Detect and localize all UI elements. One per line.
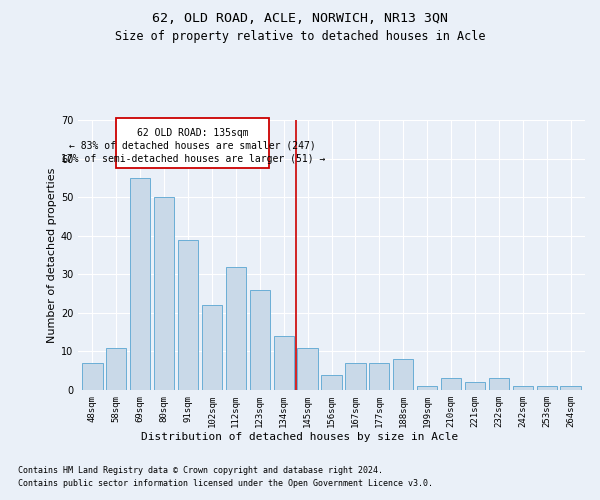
Bar [512,386,533,390]
Bar [345,363,365,390]
Bar [393,359,413,390]
Bar [465,382,485,390]
Bar [417,386,437,390]
Bar [226,266,246,390]
Text: ← 83% of detached houses are smaller (247): ← 83% of detached houses are smaller (24… [70,140,316,150]
Text: Contains HM Land Registry data © Crown copyright and database right 2024.: Contains HM Land Registry data © Crown c… [18,466,383,475]
Bar [441,378,461,390]
Bar [202,305,222,390]
Text: 62 OLD ROAD: 135sqm: 62 OLD ROAD: 135sqm [137,128,248,138]
Y-axis label: Number of detached properties: Number of detached properties [47,168,56,342]
Bar [536,386,557,390]
Bar [250,290,270,390]
Text: 62, OLD ROAD, ACLE, NORWICH, NR13 3QN: 62, OLD ROAD, ACLE, NORWICH, NR13 3QN [152,12,448,26]
Bar [489,378,509,390]
Bar [178,240,198,390]
Bar [298,348,318,390]
Bar [154,197,174,390]
Bar [274,336,294,390]
Text: Contains public sector information licensed under the Open Government Licence v3: Contains public sector information licen… [18,479,433,488]
Bar [369,363,389,390]
Bar [130,178,151,390]
Bar [116,118,269,168]
Bar [82,363,103,390]
Bar [322,374,341,390]
Text: 17% of semi-detached houses are larger (51) →: 17% of semi-detached houses are larger (… [61,154,325,164]
Bar [106,348,127,390]
Text: Distribution of detached houses by size in Acle: Distribution of detached houses by size … [142,432,458,442]
Bar [560,386,581,390]
Text: Size of property relative to detached houses in Acle: Size of property relative to detached ho… [115,30,485,43]
